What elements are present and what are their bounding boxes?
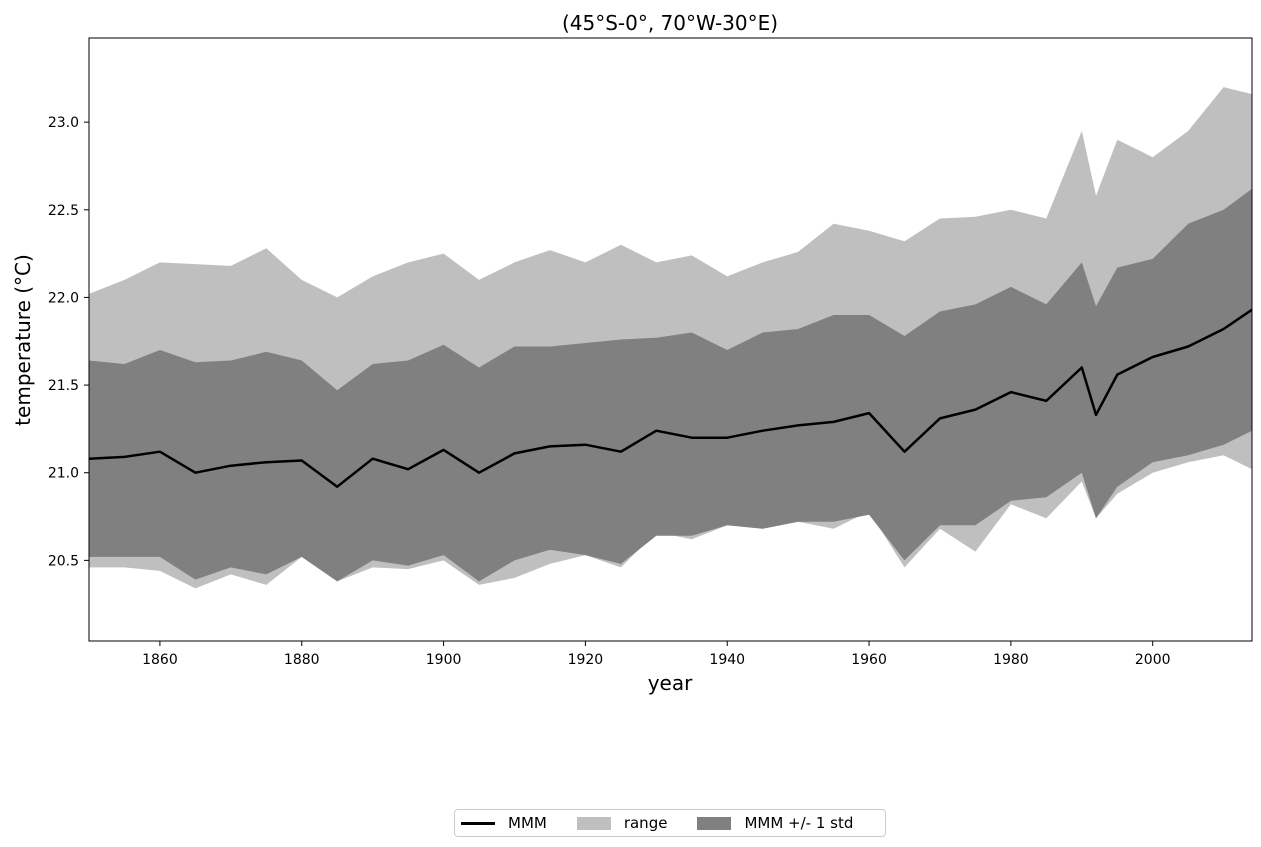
x-axis: 1860 1880 1900 1920 1940 1960 1980 2000 — [142, 641, 1171, 668]
y-tick-label: 20.5 — [48, 553, 79, 569]
x-tick-label: 1900 — [426, 652, 462, 668]
legend-item-std: MMM +/- 1 std — [697, 814, 853, 832]
legend-label-mmm: MMM — [508, 814, 547, 832]
x-tick-label: 1960 — [851, 652, 887, 668]
x-tick-label: 1940 — [709, 652, 745, 668]
band-mmm-std — [89, 188, 1252, 582]
y-axis: 20.5 21.0 21.5 22.0 22.5 23.0 — [48, 115, 89, 569]
legend-swatch-mmm — [461, 821, 495, 825]
y-axis-title: temperature (°C) — [11, 254, 35, 426]
y-tick-label: 22.0 — [48, 290, 79, 306]
y-tick-label: 22.5 — [48, 203, 79, 219]
plot-area — [88, 87, 1253, 589]
y-tick-label: 21.5 — [48, 378, 79, 394]
legend-item-mmm: MMM — [461, 814, 547, 832]
legend-label-range: range — [623, 814, 668, 832]
x-tick-label: 2000 — [1135, 652, 1171, 668]
legend: MMM range MMM +/- 1 std — [454, 809, 886, 837]
chart-title: (45°S-0°, 70°W-30°E) — [562, 11, 778, 35]
x-axis-title: year — [648, 671, 693, 695]
y-tick-label: 21.0 — [48, 466, 79, 482]
legend-item-range: range — [576, 814, 668, 832]
legend-swatch-std — [697, 816, 732, 830]
x-tick-label: 1860 — [142, 652, 178, 668]
legend-label-std: MMM +/- 1 std — [744, 814, 854, 832]
line-mmm — [88, 308, 1253, 488]
x-tick-label: 1880 — [284, 652, 320, 668]
y-tick-label: 23.0 — [48, 115, 79, 131]
x-tick-label: 1920 — [568, 652, 604, 668]
plot-frame — [88, 37, 1253, 642]
legend-swatch-range — [576, 816, 611, 830]
x-tick-label: 1980 — [993, 652, 1029, 668]
